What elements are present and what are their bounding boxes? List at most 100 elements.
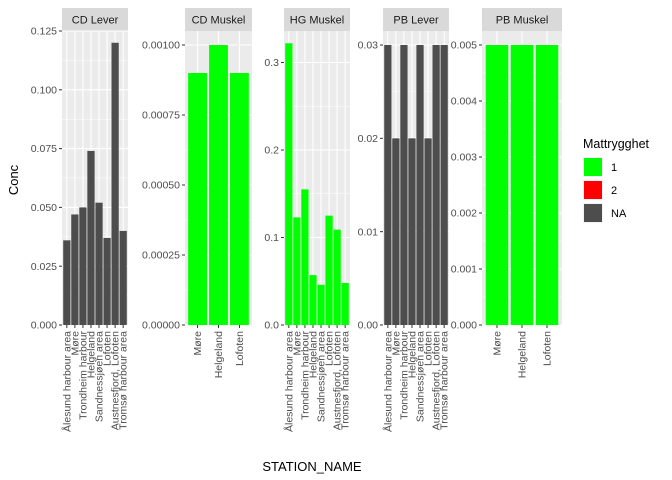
- y-tick-label: 0.075: [31, 143, 57, 155]
- facet-panel: HG Muskel 0.0 0.1 0.2 0.3 Ålesund harbour are…: [264, 8, 352, 432]
- x-tick-label: Lofoten: [234, 331, 246, 366]
- bar: [309, 275, 317, 325]
- x-tick-label: Trondheim harbour: [77, 331, 89, 420]
- bar: [95, 202, 103, 325]
- bar: [79, 207, 87, 325]
- bar: [71, 214, 79, 325]
- x-tick-label: Austnesfjord, Lofoten: [332, 331, 344, 430]
- x-tick-label: Tromsø harbour area: [439, 331, 451, 430]
- x-tick-label: Tromsø harbour area: [118, 331, 130, 430]
- x-tick-label: Lofoten: [102, 331, 114, 366]
- bar: [408, 138, 416, 325]
- legend-entries: 1 2 NA: [583, 157, 627, 223]
- bar: [301, 189, 309, 325]
- x-tick-label: Møre: [69, 331, 81, 356]
- bar: [285, 43, 293, 325]
- y-tick-label: 0.3: [264, 57, 279, 69]
- bar: [440, 45, 448, 325]
- y-tick-label: 0.00075: [142, 110, 180, 122]
- bar: [424, 138, 432, 325]
- x-tick-label: Helgeland: [406, 331, 418, 378]
- facet-strip: [62, 8, 128, 31]
- bar: [119, 230, 127, 325]
- x-tick-label: Ålesund harbour area: [282, 331, 295, 432]
- facet-strip: [284, 8, 350, 31]
- y-tick-label: 0.03: [358, 40, 379, 52]
- x-tick-label: Ålesund harbour area: [60, 331, 73, 432]
- y-tick-label: 0.000: [451, 320, 477, 332]
- x-tick-label: Lofoten: [324, 331, 336, 366]
- legend-label: NA: [611, 208, 627, 220]
- legend: Mattrygghet 1 2 NA: [583, 137, 650, 223]
- x-tick-label: Sandnessjøen area: [415, 331, 427, 422]
- y-tick-label: 0.00100: [142, 40, 180, 52]
- bar: [392, 138, 400, 325]
- y-tick-label: 0.01: [358, 226, 379, 238]
- y-tick-label: 0.002: [451, 208, 477, 220]
- facet-strip-label: CD Lever: [72, 15, 119, 27]
- x-tick-label: Lofoten: [542, 331, 554, 366]
- y-tick-label: 0.2: [264, 145, 279, 157]
- y-tick-label: 0.100: [31, 84, 57, 96]
- legend-label: 1: [611, 162, 617, 174]
- y-tick-label: 0.0: [264, 320, 279, 332]
- legend-swatch: [584, 158, 602, 176]
- x-axis-title: STATION_NAME: [262, 459, 362, 474]
- legend-entry: NA: [583, 203, 627, 223]
- bar: [341, 283, 349, 325]
- y-axis-title: Conc: [6, 164, 21, 195]
- x-tick-label: Ålesund harbour area: [381, 331, 394, 432]
- facet-strip: [383, 8, 449, 31]
- y-tick-label: 0.000: [31, 320, 57, 332]
- y-tick-label: 0.00025: [142, 250, 180, 262]
- legend-swatch: [584, 204, 602, 222]
- y-tick-label: 0.00: [358, 320, 379, 332]
- bar: [293, 217, 301, 325]
- y-tick-label: 0.125: [31, 26, 57, 38]
- facet-panel: PB Lever 0.00 0.01 0.02 0.03 Ålesund harbour …: [358, 8, 451, 432]
- legend-label: 2: [611, 185, 617, 197]
- y-tick-label: 0.00050: [142, 180, 180, 192]
- x-tick-label: Helgeland: [307, 331, 319, 378]
- x-tick-label: Helgeland: [213, 331, 225, 378]
- facet-strip: [482, 8, 562, 31]
- facet-panel: CD Muskel 0.00000 0.00025 0.00050 0.00075 0.0…: [142, 8, 252, 378]
- bar: [333, 229, 341, 325]
- y-tick-label: 0.004: [451, 96, 477, 108]
- bar: [230, 73, 249, 325]
- legend-swatch: [584, 181, 602, 199]
- x-tick-label: Møre: [492, 331, 504, 356]
- bar: [485, 45, 509, 325]
- facet-panels: CD Lever 0.000 0.025 0.050 0.075 0.100 0.125 Ål…: [31, 8, 562, 432]
- bar: [510, 45, 534, 325]
- bar: [188, 73, 207, 325]
- bar: [87, 150, 95, 325]
- facet-strip-label: PB Lever: [393, 15, 439, 27]
- facet-strip-label: PB Muskel: [496, 15, 549, 27]
- y-tick-label: 0.025: [31, 261, 57, 273]
- y-tick-label: 0.001: [451, 264, 477, 276]
- facet-strip-label: HG Muskel: [290, 15, 344, 27]
- x-tick-label: Møre: [390, 331, 402, 356]
- bar: [535, 45, 559, 325]
- x-tick-label: Helgeland: [85, 331, 97, 378]
- x-tick-label: Møre: [291, 331, 303, 356]
- x-tick-label: Tromsø harbour area: [340, 331, 352, 430]
- legend-title: Mattrygghet: [583, 137, 650, 151]
- x-tick-label: Sandnessjøen area: [94, 331, 106, 422]
- y-tick-label: 0.1: [264, 232, 279, 244]
- x-tick-label: Trondheim harbour: [299, 331, 311, 420]
- x-tick-label: Helgeland: [517, 331, 529, 378]
- y-tick-label: 0.050: [31, 202, 57, 214]
- bar: [63, 240, 71, 325]
- legend-entry: 2: [583, 180, 617, 200]
- y-tick-label: 0.00000: [142, 320, 180, 332]
- facet-strip-label: CD Muskel: [192, 15, 246, 27]
- bar: [432, 45, 440, 325]
- x-tick-label: Trondheim harbour: [398, 331, 410, 420]
- legend-entry: 1: [583, 157, 617, 177]
- x-tick-label: Austnesfjord, Lofoten: [431, 331, 443, 430]
- bar: [416, 45, 424, 325]
- bar: [325, 215, 333, 325]
- x-tick-label: Austnesfjord, Lofoten: [110, 331, 122, 430]
